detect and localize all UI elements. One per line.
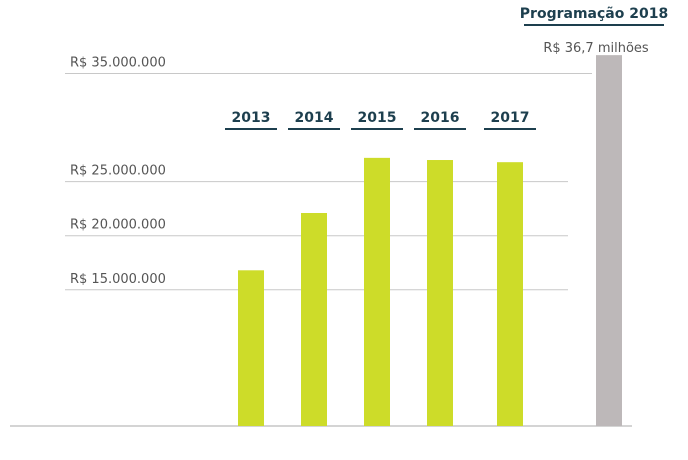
category-label: 2016 (421, 110, 460, 126)
y-tick-label: R$ 15.000.000 (70, 272, 166, 287)
category-label: 2017 (491, 110, 530, 126)
category-label: 2014 (295, 110, 334, 126)
category-label: 2015 (358, 110, 397, 126)
bar (301, 213, 327, 426)
y-tick-label: R$ 35.000.000 (70, 56, 166, 71)
y-tick-label: R$ 20.000.000 (70, 218, 166, 233)
bar (427, 160, 453, 426)
bar (238, 270, 264, 426)
category-label: 2013 (232, 110, 271, 126)
value-label: R$ 36,7 milhões (543, 41, 649, 56)
bar (596, 55, 622, 427)
bar (364, 157, 390, 427)
bar (497, 162, 523, 426)
category-label: Programação 2018 (520, 6, 668, 22)
y-tick-label: R$ 25.000.000 (70, 164, 166, 179)
